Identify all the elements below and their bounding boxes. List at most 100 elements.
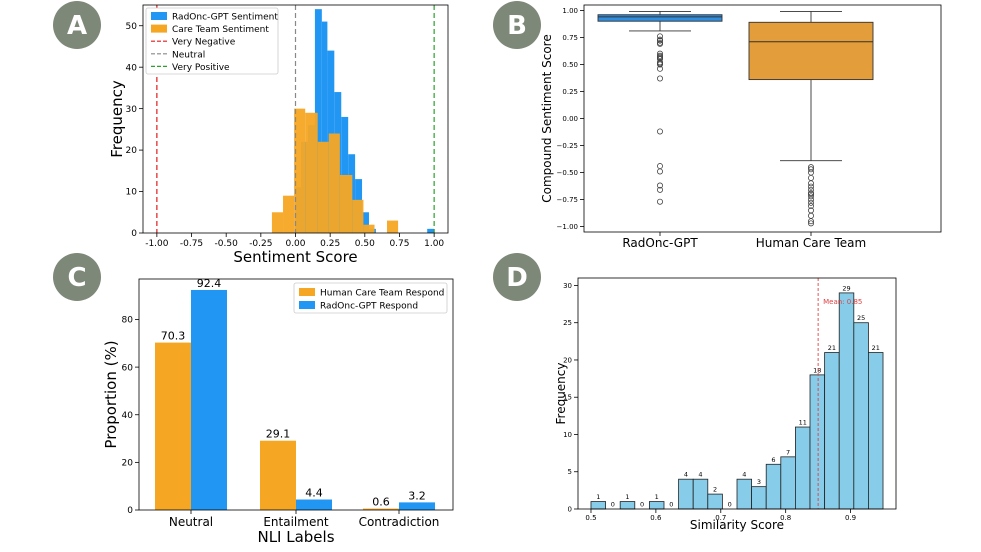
badge-c-label: C: [67, 263, 86, 293]
a-care-bar: [363, 224, 375, 233]
b-radonc-outlier: [657, 128, 664, 135]
c-legend-label: RadOnc-GPT Respond: [320, 302, 418, 312]
b-care-outlier: [808, 169, 815, 176]
d-bar-label: 6: [771, 456, 775, 464]
a-care-bar: [283, 195, 295, 233]
c-y-tick-label: 60: [122, 363, 134, 373]
c-legend-label: Human Care Team Respond: [320, 289, 444, 299]
c-data-label: 92.4: [197, 277, 222, 290]
a-radonc-bar: [314, 9, 322, 234]
c-xtick-label: Entailment: [263, 515, 329, 529]
a-x-tick-label: -0.50: [215, 239, 239, 249]
c-y-tick-label: 40: [122, 411, 134, 421]
a-legend-label: Neutral: [172, 50, 205, 60]
a-care-bar: [387, 220, 399, 233]
c-data-label: 0.6: [372, 496, 390, 509]
a-x-tick-label: 0.75: [389, 239, 409, 249]
b-xtick-label: RadOnc-GPT: [622, 236, 698, 250]
d-x-tick-label: 0.5: [585, 514, 596, 522]
a-radonc-bar: [321, 21, 328, 233]
a-x-tick-label: 1.00: [424, 239, 444, 249]
c-legend-swatch: [299, 288, 315, 296]
d-hist-bar: [765, 463, 782, 510]
a-x-tick-label: 0.50: [355, 239, 375, 249]
d-hist-bar: [678, 478, 694, 510]
a-care-bar: [271, 212, 284, 233]
a-legend-label: Very Negative: [172, 38, 236, 48]
c-care-bar: [155, 342, 191, 510]
d-hist-bar: [853, 322, 869, 510]
c-ylabel: Proportion (%): [102, 340, 120, 448]
c-data-label: 4.4: [305, 487, 323, 500]
c-data-label: 3.2: [408, 489, 426, 502]
d-bar-label: 4: [684, 471, 688, 479]
b-care-outlier: [808, 196, 815, 203]
b-radonc-outlier: [657, 61, 664, 68]
b-radonc-outlier: [657, 198, 664, 205]
d-bar-label: 25: [857, 314, 865, 322]
a-x-tick-label: 0.25: [320, 239, 340, 249]
d-hist-bar: [590, 501, 606, 510]
d-hist-bar: [795, 426, 811, 510]
d-bar-label: 1: [655, 493, 659, 501]
c-legend-swatch: [299, 301, 315, 309]
a-x-tick-label: -1.00: [145, 239, 169, 249]
d-bar-label: 0: [669, 501, 673, 509]
d-bar-label: 29: [842, 284, 850, 292]
a-y-tick-label: 20: [126, 146, 138, 156]
b-ylabel: Compound Sentiment Score: [540, 34, 554, 202]
b-xtick-label: Human Care Team: [756, 236, 866, 250]
d-mean-label: Mean: 0.85: [823, 298, 862, 306]
c-radonc-bar: [191, 289, 227, 510]
d-hist-bar: [619, 501, 636, 510]
b-radonc-outlier: [657, 168, 664, 175]
d-y-tick-label: 10: [563, 431, 572, 439]
d-bar-label: 1: [625, 493, 629, 501]
b-y-tick-label: 0.75: [562, 34, 578, 42]
badge-a-label: A: [67, 11, 87, 41]
b-care-outlier: [808, 180, 815, 187]
d-y-tick-label: 15: [563, 394, 572, 402]
d-hist-bar: [824, 352, 840, 510]
d-ylabel: Frequency: [554, 363, 568, 425]
b-y-tick-label: 0.25: [562, 88, 578, 96]
d-hist-bar: [868, 352, 884, 510]
a-legend-box: [145, 7, 279, 75]
a-radonc-bar: [362, 212, 369, 233]
b-care-outlier: [808, 218, 815, 225]
c-xtick-label: Contradiction: [359, 515, 440, 529]
d-hist-bar: [780, 456, 796, 510]
a-care-bar: [352, 199, 364, 233]
b-care-outlier: [808, 174, 815, 181]
a-care-bar: [339, 174, 353, 233]
d-hist-bar: [751, 486, 767, 510]
c-data-label: 70.3: [161, 330, 186, 343]
c-radonc-bar: [399, 502, 435, 510]
a-legend-label: RadOnc-GPT Sentiment: [172, 13, 278, 23]
b-radonc-outlier: [657, 182, 664, 189]
c-legend-box: [293, 282, 448, 314]
d-axes-frame: [577, 277, 897, 510]
badge-d-label: D: [506, 263, 528, 293]
c-xlabel: NLI Labels: [257, 528, 334, 546]
badge-a-circle: [53, 1, 101, 49]
a-care-bar: [305, 112, 318, 233]
b-care-outlier: [808, 186, 815, 193]
b-y-tick-label: 1.00: [562, 7, 578, 15]
b-radonc-outlier: [657, 75, 664, 82]
d-hist-bar: [838, 292, 855, 510]
badge-b-label: B: [507, 11, 527, 41]
b-care-outlier: [808, 193, 815, 200]
d-x-tick-label: 0.8: [780, 514, 791, 522]
d-bar-label: 0: [640, 501, 644, 509]
b-y-tick-label: −0.75: [557, 196, 578, 204]
d-bar-label: 21: [828, 344, 836, 352]
d-bar-label: 4: [742, 471, 746, 479]
d-y-tick-label: 0: [568, 505, 572, 513]
b-y-tick-label: −1.00: [557, 223, 578, 231]
c-xtick-label: Neutral: [169, 515, 213, 529]
c-radonc-bar: [296, 499, 332, 510]
a-radonc-bar: [427, 228, 435, 233]
b-y-tick-label: 0.50: [562, 61, 578, 69]
d-hist-bar: [707, 493, 723, 510]
